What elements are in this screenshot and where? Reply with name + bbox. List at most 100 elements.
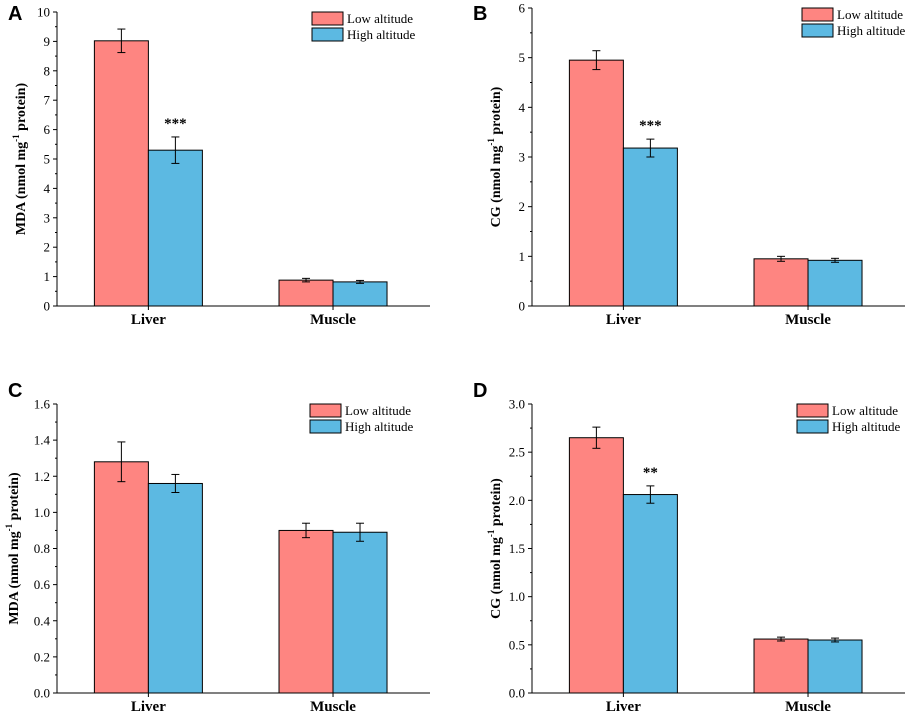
y-axis-title-superscript: -1	[11, 134, 21, 142]
legend-swatch-high	[311, 27, 344, 42]
y-tick-label: 0.5	[509, 637, 525, 652]
y-axis-title: MDA (nmol mg-1 protein)	[4, 472, 22, 625]
bar-muscle-low	[278, 529, 334, 694]
panel-label: B	[473, 3, 487, 25]
panel-c: C Liver Muscle 0.0 0.2 0.4 0.6 0.8 1.0 1.2 1.4 1.6 M…	[4, 380, 430, 713]
y-axis-title: CG (nmol mg-1 protein)	[486, 86, 504, 227]
bar-liver-low	[568, 59, 624, 307]
y-tick-label: 4	[519, 100, 526, 115]
panel-b: B *** Liver Muscle 0 1 2 3 4 5 6 CG (nmol mg-1 prot…	[473, 1, 905, 329]
y-tick-label: 1	[44, 269, 51, 284]
bar-liver-high	[622, 147, 678, 307]
y-tick-label: 0.0	[34, 686, 50, 701]
y-tick-label: 8	[44, 63, 51, 78]
y-tick-label: 1.0	[34, 505, 50, 520]
y-axis-title-tail: protein)	[7, 472, 22, 524]
bar-liver-low	[93, 461, 149, 694]
y-axis-title-superscript: -1	[486, 529, 496, 537]
legend-swatch-high	[309, 419, 342, 434]
y-axis-title-tail: protein)	[489, 86, 504, 138]
legend-label: High altitude	[345, 419, 413, 434]
y-tick-label: 5	[519, 50, 526, 65]
panel-label: A	[8, 3, 22, 25]
panel-label: D	[473, 380, 487, 402]
y-tick-label: 0.8	[34, 541, 50, 556]
y-tick-label: 0	[519, 299, 526, 314]
category-label: Liver	[606, 699, 641, 713]
category-label: Muscle	[310, 312, 356, 328]
legend-swatch-low	[801, 7, 834, 22]
y-tick-label: 2.5	[509, 445, 525, 460]
legend-label: High altitude	[832, 419, 900, 434]
y-axis-title-main: MDA (nmol mg	[14, 142, 29, 235]
legend-label: Low altitude	[347, 11, 413, 26]
y-tick-label: 3	[519, 150, 526, 165]
y-tick-label: 6	[519, 1, 526, 16]
category-label: Muscle	[310, 699, 356, 713]
y-tick-label: 1.4	[34, 433, 51, 448]
y-tick-label: 5	[44, 152, 51, 167]
y-tick-label: 0.6	[34, 577, 51, 592]
y-tick-label: 3.0	[509, 397, 525, 412]
y-tick-label: 0.4	[34, 613, 51, 628]
y-axis-title-main: CG (nmol mg	[489, 537, 504, 619]
legend-swatch-low	[309, 403, 342, 418]
legend-label: High altitude	[837, 23, 905, 38]
y-tick-label: 1	[519, 249, 526, 264]
bar-liver-high	[147, 482, 203, 694]
legend-swatch-low	[311, 11, 344, 26]
bar-liver-low	[568, 437, 624, 694]
bar-muscle-high	[332, 531, 388, 694]
y-axis-title: CG (nmol mg-1 protein)	[486, 478, 504, 619]
y-tick-label: 2.0	[509, 493, 525, 508]
legend-label: Low altitude	[837, 7, 903, 22]
y-axis-title: MDA (nmol mg-1 protein)	[11, 83, 29, 236]
bar-muscle-high	[332, 281, 388, 307]
y-axis-title-main: MDA (nmol mg	[7, 531, 22, 624]
y-tick-label: 1.5	[509, 541, 525, 556]
bar-muscle-high	[807, 639, 863, 694]
y-tick-label: 0.2	[34, 649, 50, 664]
y-tick-label: 0.0	[509, 686, 525, 701]
significance-label: ***	[164, 116, 187, 132]
category-label: Muscle	[785, 699, 831, 713]
y-axis-title-superscript: -1	[4, 523, 14, 531]
y-tick-label: 6	[44, 122, 51, 137]
legend-label: Low altitude	[832, 403, 898, 418]
y-tick-label: 1.6	[34, 397, 51, 412]
y-tick-label: 2	[519, 199, 526, 214]
bar-liver-high	[147, 149, 203, 307]
bar-muscle-low	[753, 638, 809, 694]
panel-a: A *** Liver Muscle 0 1 2 3 4 5 6 7 8 9 10 MDA (nmol mg-…	[8, 3, 430, 328]
y-tick-label: 4	[44, 181, 51, 196]
y-tick-label: 9	[44, 34, 51, 49]
bar-liver-low	[93, 40, 149, 307]
y-tick-label: 1.0	[509, 589, 525, 604]
y-tick-label: 1.2	[34, 469, 50, 484]
category-label: Muscle	[785, 312, 831, 328]
bar-muscle-high	[807, 259, 863, 307]
legend-swatch-low	[796, 403, 829, 418]
legend-label: Low altitude	[345, 403, 411, 418]
legend-swatch-high	[801, 23, 834, 38]
panel-d: D ** Liver Muscle 0.0 0.5 1.0 1.5 2.0 2.5 3.0 CG (n…	[473, 380, 905, 713]
bar-muscle-low	[753, 258, 809, 307]
y-axis-title-tail: protein)	[14, 83, 29, 135]
y-axis-title-main: CG (nmol mg	[489, 146, 504, 228]
category-label: Liver	[131, 699, 166, 713]
panel-label: C	[8, 380, 22, 402]
bar-muscle-low	[278, 279, 334, 307]
bar-liver-high	[622, 494, 678, 694]
category-label: Liver	[606, 312, 641, 328]
y-tick-label: 0	[44, 299, 51, 314]
y-tick-label: 3	[44, 210, 51, 225]
significance-label: **	[643, 465, 658, 481]
y-tick-label: 10	[37, 5, 50, 20]
category-label: Liver	[131, 312, 166, 328]
y-tick-label: 7	[44, 93, 51, 108]
